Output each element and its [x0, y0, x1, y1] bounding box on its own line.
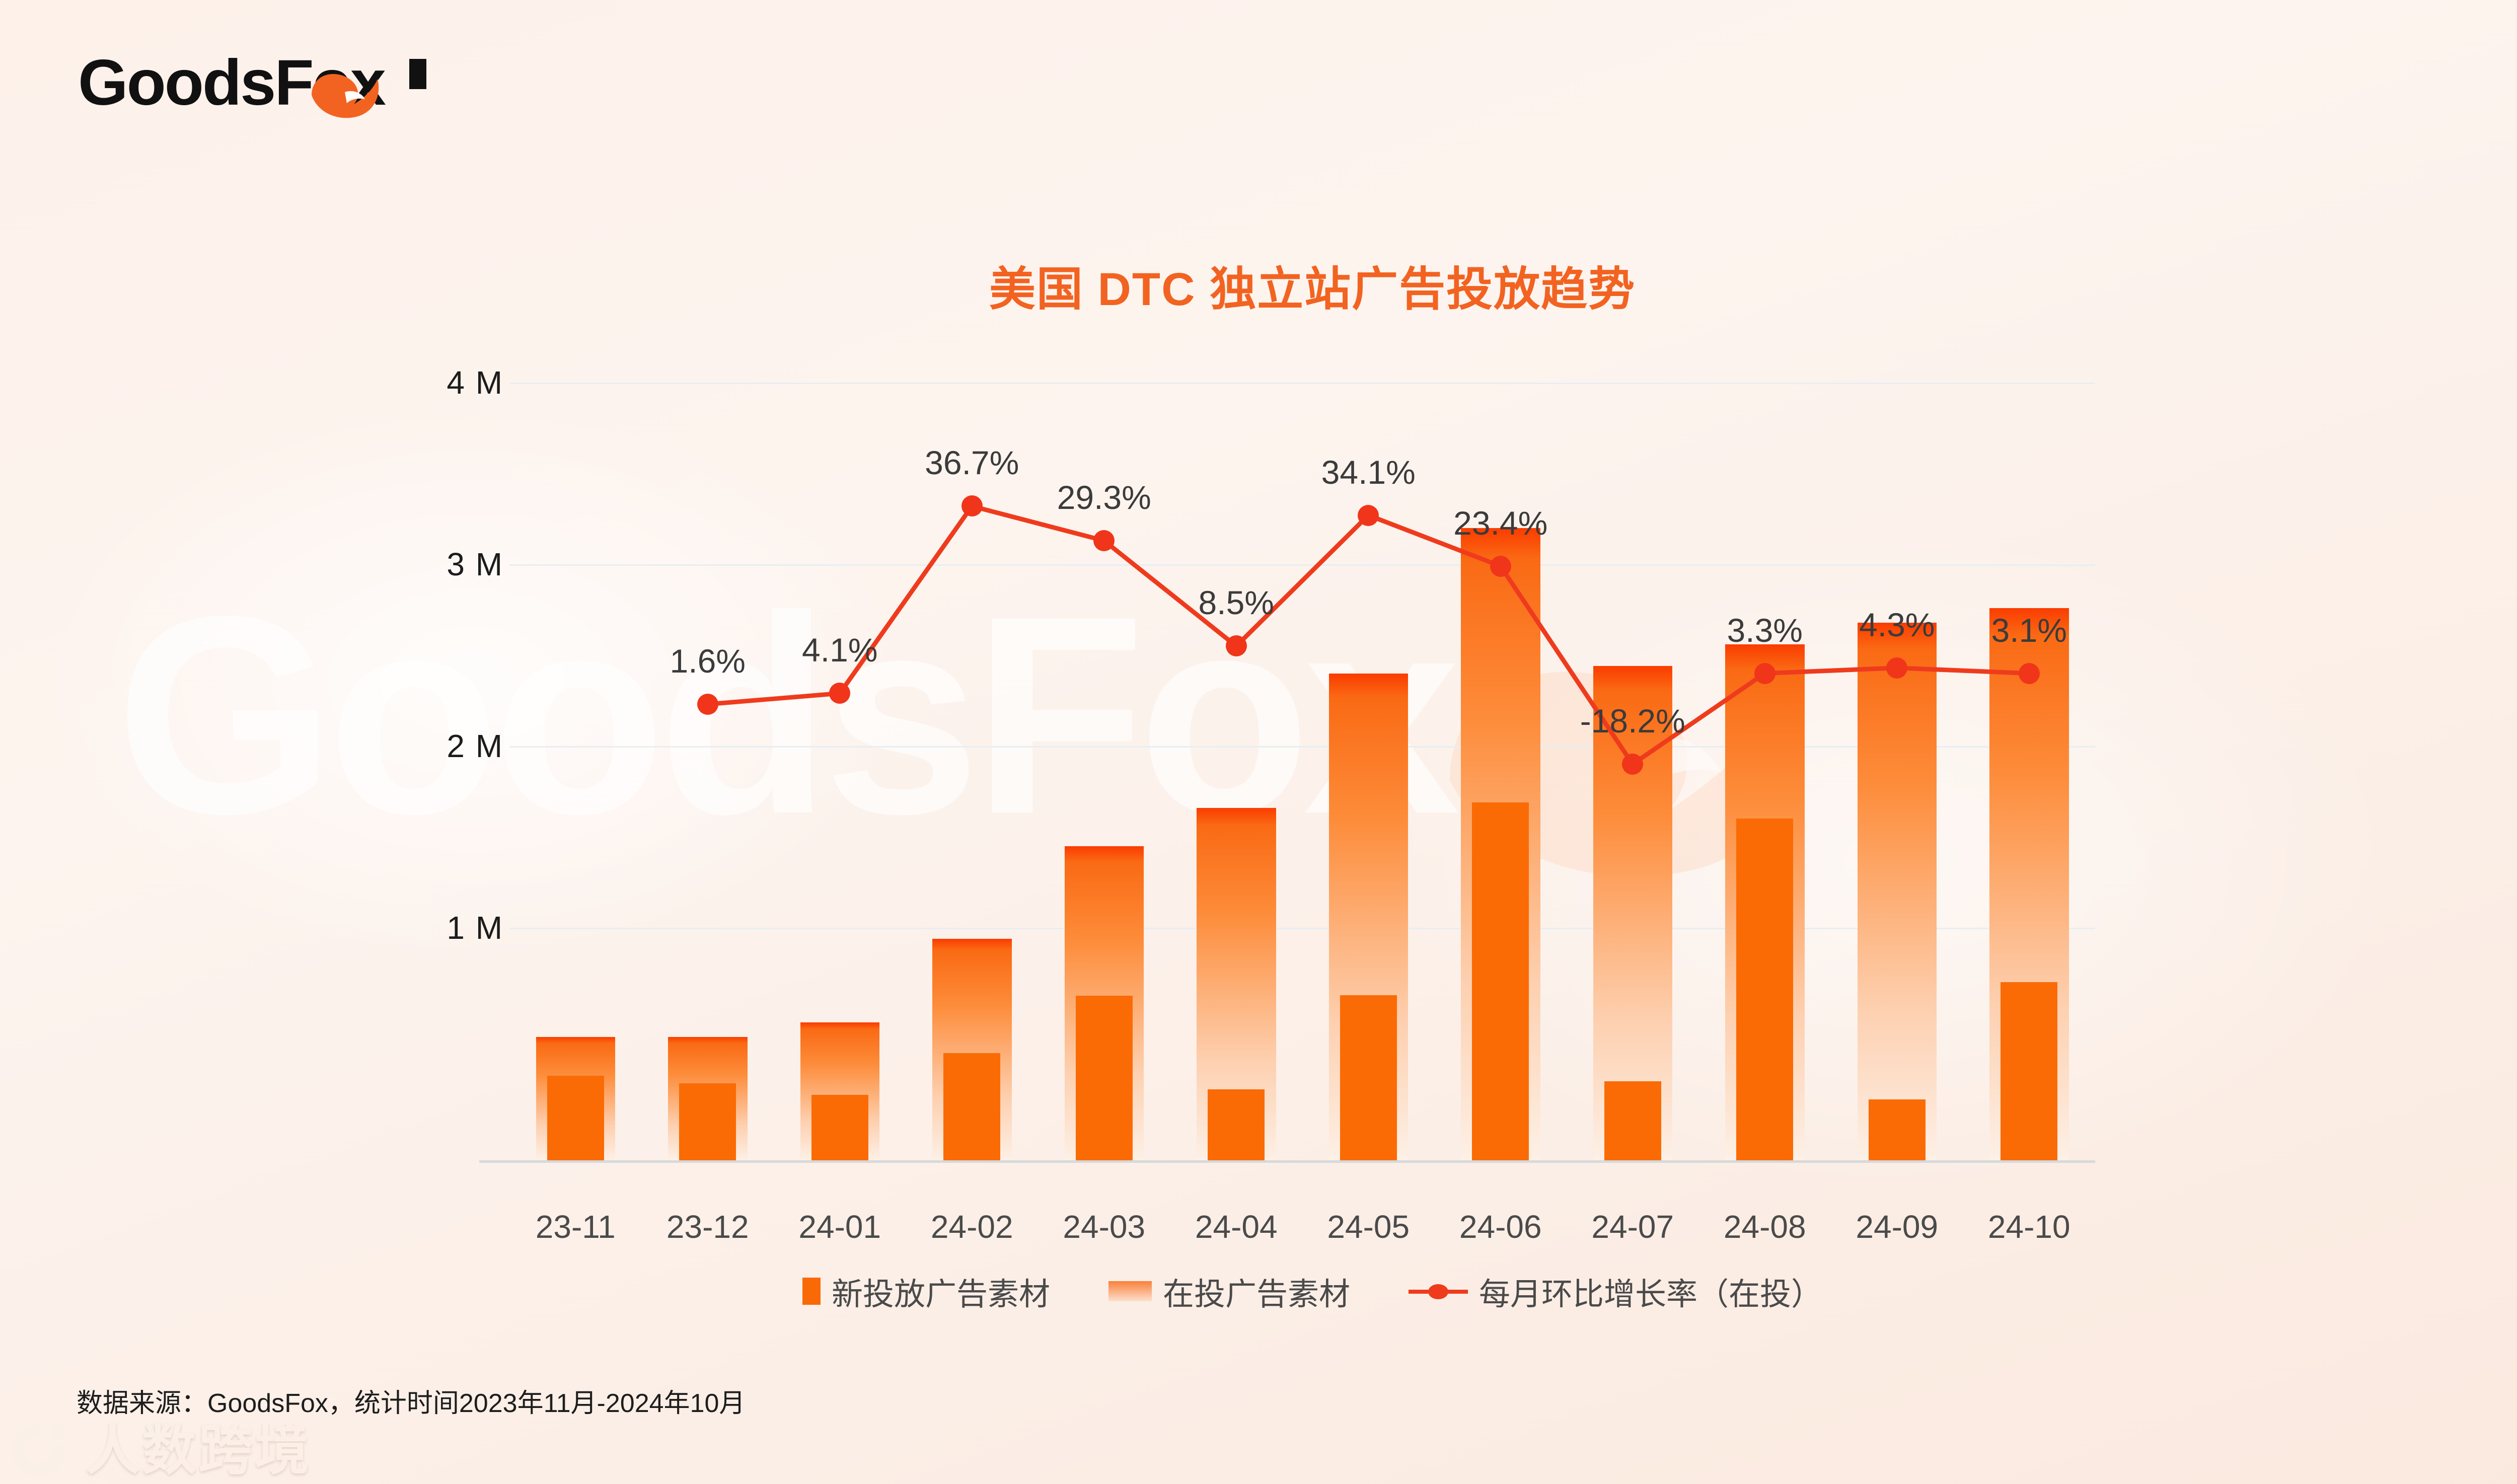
y-axis-tick: 4 M: [447, 364, 503, 401]
watermark-corner: 人数跨境: [9, 1419, 311, 1482]
legend-swatch-line: [1409, 1280, 1468, 1302]
line-value-label: 23.4%: [1453, 504, 1548, 542]
bar-group: [1328, 673, 1408, 1160]
x-axis-label: 24-08: [1723, 1209, 1806, 1245]
watermark-corner-text: 人数跨境: [86, 1420, 312, 1480]
line-value-label: -18.2%: [1580, 702, 1685, 740]
x-axis-label: 24-04: [1195, 1209, 1278, 1245]
line-value-label: 4.1%: [802, 631, 878, 669]
bar-group: [1461, 528, 1540, 1160]
bar-group: [800, 1022, 879, 1160]
bar-group: [932, 938, 1012, 1160]
line-data-point: [2018, 662, 2040, 684]
legend-label: 每月环比增长率（在投）: [1479, 1277, 1823, 1312]
line-data-point: [1490, 555, 1511, 577]
legend-label: 在投广告素材: [1162, 1277, 1350, 1312]
line-value-label: 3.1%: [1991, 611, 2067, 649]
x-axis-label: 24-02: [930, 1209, 1013, 1245]
fox-icon: [312, 74, 379, 118]
line-value-label: 36.7%: [925, 444, 1019, 482]
bar-new-creatives: [547, 1076, 604, 1160]
x-axis-label: 24-01: [798, 1209, 881, 1245]
bar-new-creatives: [1868, 1099, 1926, 1160]
bar-group: [1725, 644, 1805, 1160]
x-axis-label: 24-05: [1327, 1209, 1410, 1245]
x-axis-label: 24-03: [1063, 1209, 1146, 1245]
bar-new-creatives: [679, 1083, 736, 1160]
bar-new-creatives: [943, 1053, 1001, 1160]
x-axis-line: [479, 1160, 2095, 1163]
line-data-point: [1622, 754, 1644, 775]
line-data-point: [1225, 635, 1247, 657]
legend-swatch-gradient: [1108, 1281, 1152, 1301]
chart-plot-area: 4 M 3 M 2 M 1 M 1.6% 4.1% 36.7% 29.3% 8.5% 34.1%…: [447, 352, 2095, 1245]
y-axis-tick: 2 M: [447, 728, 503, 764]
x-axis-label: 23-11: [535, 1209, 616, 1245]
bar-new-creatives: [1340, 995, 1397, 1160]
bar-total-inventory: [1857, 622, 1937, 1160]
bar-group: [668, 1036, 748, 1160]
legend-swatch-solid: [802, 1278, 821, 1305]
line-value-label: 29.3%: [1057, 479, 1151, 516]
legend-item-0[interactable]: 新投放广告素材: [802, 1269, 1050, 1314]
line-data-point: [697, 693, 718, 715]
growth-line: [707, 503, 2029, 768]
line-value-label: 1.6%: [670, 642, 746, 680]
line-value-label: 4.3%: [1859, 606, 1935, 643]
line-data-point: [1886, 657, 1908, 679]
legend-label: 新投放广告素材: [831, 1277, 1050, 1312]
brand-logo-dot: [409, 59, 426, 89]
line-data-point: [1093, 530, 1115, 552]
bars-layer: [509, 352, 2095, 1168]
bar-new-creatives: [1604, 1081, 1661, 1160]
gridline: [509, 746, 2095, 748]
bar-group: [1857, 622, 1937, 1160]
source-note: 数据来源：GoodsFox，统计时间2023年11月-2024年10月: [77, 1389, 746, 1418]
bar-new-creatives: [811, 1095, 868, 1160]
x-axis-label: 24-10: [1987, 1209, 2070, 1245]
line-value-label: 3.3%: [1727, 611, 1803, 649]
watermark-corner-icon: [12, 1423, 66, 1477]
bar-new-creatives: [1075, 996, 1133, 1160]
chart-title: 美国 DTC 独立站广告投放趋势: [989, 264, 1636, 315]
line-data-point: [1358, 504, 1379, 526]
y-axis-tick: 1 M: [447, 910, 503, 946]
x-axis-label: 24-06: [1459, 1209, 1542, 1245]
chart-legend: 新投放广告素材 在投广告素材 每月环比增长率（在投）: [0, 1269, 2517, 1314]
brand-logo-text: GoodsFox: [78, 51, 426, 118]
bar-new-creatives: [2001, 982, 2058, 1160]
gridline: [509, 383, 2095, 384]
gridline: [509, 928, 2095, 929]
x-axis-label: 23-12: [666, 1209, 749, 1245]
legend-item-2[interactable]: 每月环比增长率（在投）: [1409, 1269, 1822, 1314]
brand-logo: GoodsFox: [78, 45, 426, 121]
bar-new-creatives: [1736, 819, 1794, 1160]
line-data-point: [829, 683, 851, 704]
line-data-point: [1754, 662, 1775, 684]
line-value-label: 34.1%: [1321, 453, 1416, 491]
bar-group: [1197, 807, 1276, 1160]
gridline: [509, 564, 2095, 566]
line-value-label: 8.5%: [1198, 584, 1274, 622]
bar-new-creatives: [1208, 1089, 1265, 1160]
bar-group: [1989, 608, 2069, 1160]
y-axis-tick: 3 M: [447, 546, 503, 582]
line-data-point: [961, 495, 983, 517]
legend-item-1[interactable]: 在投广告素材: [1108, 1269, 1350, 1314]
x-axis-label: 24-09: [1856, 1209, 1939, 1245]
bar-group: [1064, 846, 1144, 1160]
bar-new-creatives: [1472, 802, 1529, 1160]
x-axis-label: 24-07: [1591, 1209, 1674, 1245]
growth-line-path: [707, 503, 2029, 768]
bar-group: [536, 1036, 615, 1160]
